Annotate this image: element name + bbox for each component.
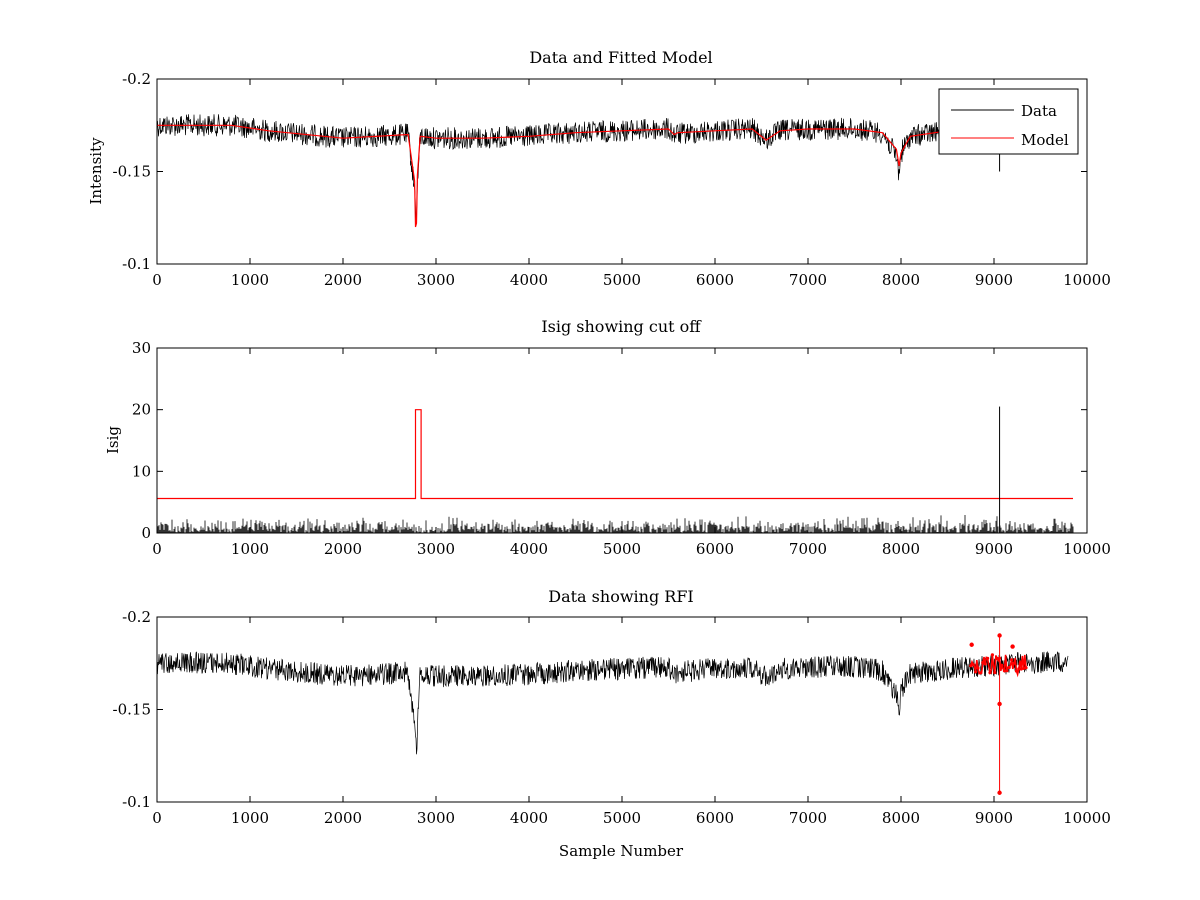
rfi-point: [1024, 666, 1028, 670]
rfi-point: [995, 656, 999, 661]
rfi-point: [990, 653, 995, 657]
x-tick-label: 7000: [789, 809, 827, 827]
y-axis-label: Isig: [104, 426, 122, 454]
x-tick-label: 7000: [789, 540, 827, 558]
x-tick-label: 8000: [882, 809, 920, 827]
x-tick-label: 4000: [510, 271, 548, 289]
y-tick-label: 10: [132, 462, 151, 480]
rfi-point: [969, 664, 973, 668]
rfi-point: [976, 666, 980, 670]
series-rfi-markers: [969, 633, 1028, 795]
chart-panel-data-and-fitted-model: Data and Fitted Model Intensity 0 1000 200…: [87, 48, 1111, 289]
y-axis-label: Intensity: [87, 137, 105, 205]
rfi-point: [981, 661, 985, 665]
x-tick-label: 3000: [417, 271, 455, 289]
x-tick-label: 9000: [975, 809, 1013, 827]
x-tick-label: 5000: [603, 540, 641, 558]
rfi-point: [1002, 669, 1007, 673]
y-tick-label: -0.2: [122, 70, 151, 88]
rfi-point: [971, 663, 975, 667]
x-tick-label: 3000: [417, 540, 455, 558]
x-tick-label: 0: [152, 809, 162, 827]
x-tick-label: 9000: [975, 271, 1013, 289]
x-tick-label: 6000: [696, 540, 734, 558]
chart-panel-data-showing-rfi: Data showing RFI Sample Number 0 1000 2000…: [113, 587, 1111, 860]
x-tick-label: 6000: [696, 271, 734, 289]
x-tick-label: 10000: [1063, 809, 1111, 827]
legend-box: [938, 88, 1079, 155]
x-tick-label: 8000: [882, 271, 920, 289]
x-tick-label: 0: [152, 540, 162, 558]
rfi-point: [993, 671, 997, 675]
y-tick-label: -0.15: [113, 701, 151, 719]
x-tick-label: 8000: [882, 540, 920, 558]
x-axis-label: Sample Number: [559, 842, 684, 860]
x-tick-label: 4000: [510, 540, 548, 558]
chart-title: Data showing RFI: [548, 587, 693, 606]
rfi-point: [1022, 666, 1026, 671]
x-tick-label: 4000: [510, 809, 548, 827]
x-tick-label: 2000: [324, 540, 362, 558]
x-tick-label: 1000: [231, 809, 269, 827]
rfi-point: [988, 671, 992, 675]
rfi-outlier-point: [969, 642, 974, 647]
y-tick-label: 20: [132, 401, 151, 419]
rfi-point: [1012, 661, 1016, 665]
series-line-model: [157, 122, 1069, 228]
chart-title: Data and Fitted Model: [529, 48, 712, 67]
rfi-point: [1000, 663, 1004, 668]
rfi-point: [978, 671, 983, 675]
rfi-outlier-point: [1010, 644, 1015, 649]
chart-title: Isig showing cut off: [541, 317, 702, 336]
y-tick-label: 0: [141, 524, 151, 542]
x-tick-label: 1000: [231, 271, 269, 289]
series-line-line: [157, 409, 1073, 500]
plot-area: [157, 348, 1087, 533]
x-tick-label: 5000: [603, 271, 641, 289]
x-tick-label: 0: [152, 271, 162, 289]
x-tick-label: 5000: [603, 809, 641, 827]
series-line-noisy-line: [156, 651, 1069, 755]
y-tick-label: 30: [132, 339, 151, 357]
rfi-point: [986, 656, 990, 660]
x-tick-label: 3000: [417, 809, 455, 827]
legend: Data Model: [938, 88, 1079, 155]
chart-panel-isig-showing-cut-off: Isig showing cut off Isig 0 1000 2000 3000 4…: [104, 317, 1111, 558]
rfi-point: [974, 670, 978, 674]
x-tick-label: 10000: [1063, 271, 1111, 289]
legend-label-data: Data: [1021, 102, 1057, 120]
y-tick-label: -0.15: [113, 163, 151, 181]
legend-label-model: Model: [1021, 131, 1069, 149]
plot-area: [157, 79, 1087, 264]
y-tick-label: -0.2: [122, 608, 151, 626]
x-tick-label: 6000: [696, 809, 734, 827]
rfi-point: [1019, 667, 1023, 671]
x-tick-label: 1000: [231, 540, 269, 558]
x-tick-label: 2000: [324, 809, 362, 827]
rfi-point: [1007, 665, 1011, 670]
x-tick-label: 7000: [789, 271, 827, 289]
rfi-point: [1010, 658, 1014, 662]
rfi-point: [1005, 669, 1009, 673]
x-tick-label: 10000: [1063, 540, 1111, 558]
y-tick-label: -0.1: [122, 793, 151, 811]
rfi-point: [1017, 667, 1021, 671]
rfi-point: [983, 662, 987, 666]
rfi-point: [1014, 669, 1019, 673]
plot-area: [157, 617, 1087, 802]
x-tick-label: 9000: [975, 540, 1013, 558]
series-line-data: [156, 112, 1069, 220]
x-tick-label: 2000: [324, 271, 362, 289]
y-tick-label: -0.1: [122, 255, 151, 273]
